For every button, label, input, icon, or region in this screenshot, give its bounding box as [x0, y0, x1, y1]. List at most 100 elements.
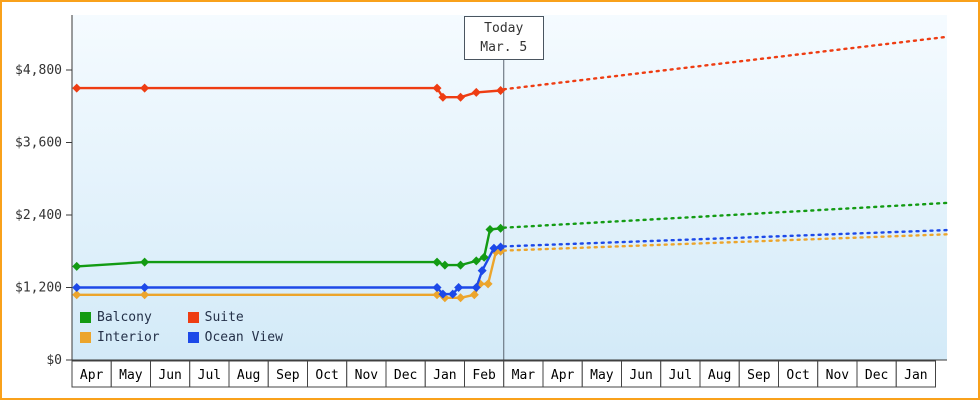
data-point-marker — [140, 290, 150, 300]
month-label: Jan — [904, 368, 927, 383]
data-point-marker — [456, 260, 466, 270]
forecast-line-interior — [502, 233, 949, 252]
data-point-marker — [140, 257, 150, 267]
legend-label: Balcony — [97, 310, 152, 325]
month-box — [385, 360, 426, 388]
month-label: Apr — [80, 368, 104, 383]
month-label: Jun — [158, 368, 181, 383]
data-point-marker — [454, 283, 464, 292]
legend-label: Suite — [204, 310, 244, 325]
month-box — [895, 360, 936, 388]
y-tick-label: $4,800 — [15, 63, 62, 78]
series-balcony — [72, 201, 949, 271]
month-label: Nov — [826, 368, 850, 383]
forecast-line-balcony — [502, 201, 949, 229]
legend-swatch-ocean-view — [187, 332, 199, 343]
month-label: Jul — [198, 368, 221, 383]
month-box — [267, 360, 308, 388]
month-label: Oct — [786, 368, 809, 383]
month-label: Feb — [472, 368, 496, 383]
legend-item-ocean-view: Ocean View — [187, 330, 283, 345]
legend-label: Interior — [97, 330, 160, 345]
data-point-marker — [496, 223, 506, 233]
month-box — [307, 360, 348, 388]
data-point-marker — [140, 83, 150, 93]
legend-item-balcony: Balcony — [80, 310, 160, 325]
y-tick-label: $2,400 — [15, 208, 62, 223]
plot-background — [72, 15, 947, 360]
data-point-marker — [438, 92, 448, 102]
month-label: Nov — [355, 368, 379, 383]
legend-swatch-suite — [187, 312, 199, 323]
month-label: Dec — [394, 368, 417, 383]
data-point-marker — [140, 283, 150, 292]
month-label: Jul — [669, 368, 692, 383]
month-label: Mar — [512, 368, 536, 383]
data-point-marker — [471, 87, 481, 97]
month-label: May — [119, 368, 143, 383]
y-axis: $0 $1,200 $2,400 $3,600 $4,800 — [15, 63, 72, 368]
month-label: Jun — [629, 368, 652, 383]
legend-item-interior: Interior — [80, 330, 160, 345]
legend-label: Ocean View — [204, 330, 283, 345]
month-box — [581, 360, 622, 388]
data-point-marker — [72, 83, 82, 93]
month-box — [464, 360, 505, 388]
series-ocean-view — [72, 228, 949, 299]
data-point-marker — [440, 260, 450, 270]
month-box — [856, 360, 897, 388]
data-point-marker — [496, 242, 506, 252]
data-point-marker — [489, 243, 499, 253]
series-line-interior — [76, 250, 501, 299]
data-point-marker — [485, 225, 495, 234]
today-annotation: Today Mar. 5 — [463, 16, 544, 60]
month-label: Aug — [237, 368, 260, 383]
month-box — [817, 360, 858, 388]
data-point-marker — [432, 283, 442, 292]
data-point-marker — [479, 252, 489, 262]
data-point-marker — [496, 86, 506, 96]
data-point-marker — [448, 289, 458, 299]
data-point-marker — [483, 279, 493, 289]
month-label: Jan — [433, 368, 456, 383]
x-axis: Apr May Jun Jul Aug Sep Oct Nov Dec Jan Feb Mar Apr M… — [71, 360, 936, 388]
month-label: Oct — [315, 368, 338, 383]
today-annotation-date: Mar. 5 — [480, 40, 528, 55]
month-box — [778, 360, 819, 388]
legend-item-suite: Suite — [187, 310, 283, 325]
series-suite — [72, 35, 949, 102]
month-box — [660, 360, 701, 388]
legend: Balcony Suite Interior Ocean View — [80, 310, 283, 345]
data-point-marker — [72, 261, 82, 271]
month-box — [699, 360, 740, 388]
data-point-marker — [477, 266, 487, 276]
month-label: Sep — [276, 368, 300, 383]
month-box — [621, 360, 662, 388]
data-point-marker — [438, 289, 448, 299]
series-line-ocean-view — [76, 245, 501, 296]
legend-swatch-interior — [80, 332, 91, 343]
y-tick-label: $1,200 — [15, 281, 62, 296]
data-point-marker — [432, 83, 442, 93]
data-point-marker — [471, 256, 481, 266]
data-point-marker — [456, 293, 466, 303]
data-point-marker — [72, 283, 82, 292]
month-label: Dec — [865, 368, 888, 383]
month-label: Apr — [551, 368, 575, 383]
forecast-line-ocean-view — [502, 228, 949, 248]
month-label: Aug — [708, 368, 731, 383]
y-tick-label: $0 — [46, 353, 62, 368]
data-point-marker — [72, 290, 82, 300]
legend-swatch-balcony — [80, 312, 91, 323]
month-label: May — [590, 368, 614, 383]
data-point-marker — [432, 257, 442, 267]
data-point-marker — [471, 283, 481, 292]
data-point-marker — [469, 290, 479, 300]
month-label: Sep — [747, 368, 771, 383]
data-point-marker — [456, 92, 466, 102]
y-tick-label: $3,600 — [15, 136, 62, 151]
today-annotation-title: Today — [484, 20, 524, 36]
forecast-line-suite — [502, 35, 949, 91]
